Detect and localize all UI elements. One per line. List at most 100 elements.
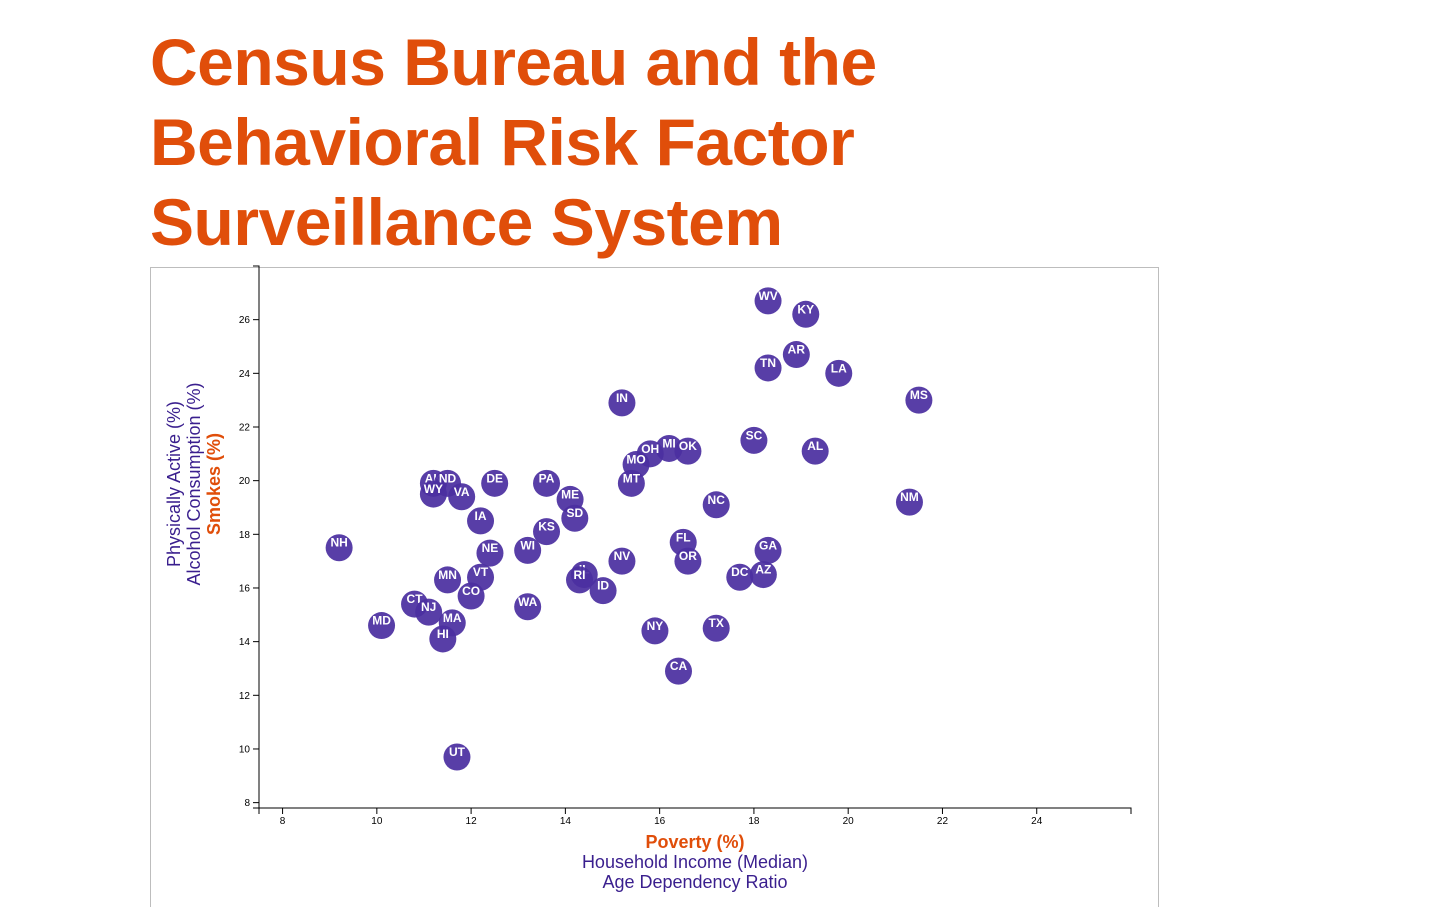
state-point[interactable]: VA xyxy=(448,483,476,511)
state-label: LA xyxy=(831,361,847,375)
state-circle[interactable] xyxy=(533,518,561,546)
state-circle[interactable] xyxy=(448,483,476,511)
x-axis-option[interactable]: Age Dependency Ratio xyxy=(602,872,787,892)
state-label: CT xyxy=(407,592,424,606)
state-point[interactable]: MS xyxy=(905,386,933,414)
state-circle[interactable] xyxy=(514,536,542,564)
state-circle[interactable] xyxy=(617,469,645,497)
state-circle[interactable] xyxy=(608,547,636,575)
state-circle[interactable] xyxy=(325,534,353,562)
x-axis-option[interactable]: Household Income (Median) xyxy=(582,852,808,872)
state-point[interactable]: UT xyxy=(443,743,471,771)
state-label: WA xyxy=(518,595,538,609)
y-axis-option[interactable]: Alcohol Consumption (%) xyxy=(184,382,204,585)
state-circle[interactable] xyxy=(665,657,693,685)
state-point[interactable]: TX xyxy=(702,614,730,642)
state-point[interactable]: NC xyxy=(702,491,730,519)
y-axis-option[interactable]: Physically Active (%) xyxy=(164,401,184,567)
state-label: NY xyxy=(647,619,664,633)
state-circle[interactable] xyxy=(895,488,923,516)
state-circle[interactable] xyxy=(754,536,782,564)
state-point[interactable]: MT xyxy=(617,469,645,497)
state-circle[interactable] xyxy=(674,437,702,465)
state-point[interactable]: NE xyxy=(476,539,504,567)
state-point[interactable]: ID xyxy=(589,577,617,605)
state-label: WV xyxy=(758,289,777,303)
state-point[interactable]: DC xyxy=(726,563,754,591)
state-circle[interactable] xyxy=(561,504,589,532)
state-point[interactable]: NJ xyxy=(415,598,443,626)
state-label: OH xyxy=(641,442,659,456)
state-point[interactable]: WA xyxy=(514,593,542,621)
state-point[interactable]: IA xyxy=(467,507,495,535)
state-label: OK xyxy=(679,439,697,453)
state-point[interactable]: KS xyxy=(533,518,561,546)
state-label: MN xyxy=(438,568,457,582)
state-circle[interactable] xyxy=(749,561,777,589)
state-circle[interactable] xyxy=(702,491,730,519)
state-point[interactable]: MN xyxy=(434,566,462,594)
state-point[interactable]: NM xyxy=(895,488,923,516)
state-point[interactable]: AR xyxy=(782,341,810,369)
state-point[interactable]: MD xyxy=(368,612,396,640)
state-point[interactable]: DE xyxy=(481,469,509,497)
state-label: UT xyxy=(449,745,466,759)
state-point[interactable]: CO xyxy=(457,582,485,610)
chart-frame xyxy=(150,267,1159,907)
state-point[interactable]: GA xyxy=(754,536,782,564)
state-point[interactable]: AZ xyxy=(749,561,777,589)
state-point[interactable]: RI xyxy=(566,566,594,594)
state-circle[interactable] xyxy=(533,469,561,497)
state-circle[interactable] xyxy=(674,547,702,575)
state-circle[interactable] xyxy=(415,598,443,626)
state-point[interactable]: CA xyxy=(665,657,693,685)
state-label: ND xyxy=(439,471,457,485)
state-circle[interactable] xyxy=(476,539,504,567)
state-circle[interactable] xyxy=(641,617,669,645)
state-circle[interactable] xyxy=(481,469,509,497)
state-point[interactable]: WY xyxy=(419,480,447,508)
x-tick-label: 24 xyxy=(1031,816,1043,827)
state-circle[interactable] xyxy=(825,359,853,387)
state-circle[interactable] xyxy=(514,593,542,621)
state-circle[interactable] xyxy=(792,300,820,328)
state-point[interactable]: SD xyxy=(561,504,589,532)
state-point[interactable]: NV xyxy=(608,547,636,575)
state-point[interactable]: LA xyxy=(825,359,853,387)
y-axis-option[interactable]: Smokes (%) xyxy=(204,433,224,535)
state-circle[interactable] xyxy=(801,437,829,465)
state-label: NM xyxy=(900,490,919,504)
state-point[interactable]: SC xyxy=(740,426,768,454)
state-point[interactable]: AL xyxy=(801,437,829,465)
state-point[interactable]: OR xyxy=(674,547,702,575)
state-circle[interactable] xyxy=(726,563,754,591)
state-circle[interactable] xyxy=(589,577,617,605)
state-circle[interactable] xyxy=(429,625,457,653)
state-circle[interactable] xyxy=(608,389,636,417)
state-point[interactable]: IN xyxy=(608,389,636,417)
state-point[interactable]: WI xyxy=(514,536,542,564)
state-point[interactable]: HI xyxy=(429,625,457,653)
state-circle[interactable] xyxy=(740,426,768,454)
state-point[interactable]: WV xyxy=(754,287,782,315)
state-circle[interactable] xyxy=(905,386,933,414)
state-circle[interactable] xyxy=(754,287,782,315)
state-label: MT xyxy=(623,471,641,485)
state-circle[interactable] xyxy=(443,743,471,771)
state-circle[interactable] xyxy=(434,566,462,594)
state-circle[interactable] xyxy=(368,612,396,640)
state-circle[interactable] xyxy=(457,582,485,610)
state-point[interactable]: OK xyxy=(674,437,702,465)
state-point[interactable]: PA xyxy=(533,469,561,497)
state-circle[interactable] xyxy=(782,341,810,369)
state-circle[interactable] xyxy=(467,507,495,535)
state-point[interactable]: NY xyxy=(641,617,669,645)
state-circle[interactable] xyxy=(419,480,447,508)
state-circle[interactable] xyxy=(754,354,782,382)
state-point[interactable]: KY xyxy=(792,300,820,328)
x-axis-option[interactable]: Poverty (%) xyxy=(645,832,744,852)
state-circle[interactable] xyxy=(566,566,594,594)
state-point[interactable]: NH xyxy=(325,534,353,562)
state-circle[interactable] xyxy=(702,614,730,642)
state-point[interactable]: TN xyxy=(754,354,782,382)
